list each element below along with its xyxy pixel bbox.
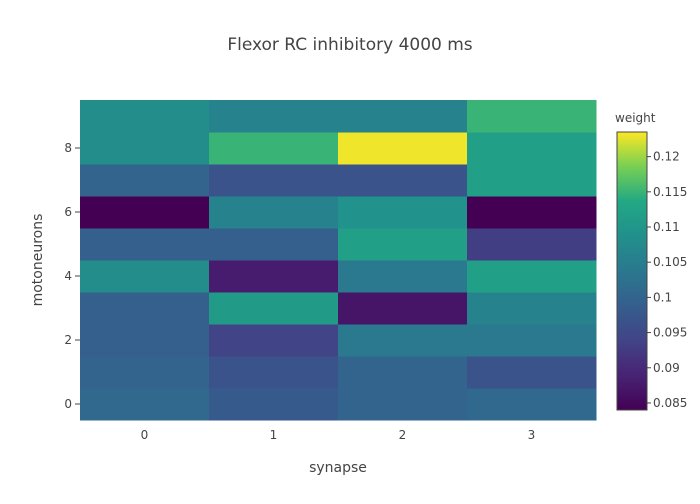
colorbar-tick-label: 0.095 <box>653 326 687 340</box>
heatmap-cell <box>338 324 468 357</box>
heatmap-cell <box>209 292 339 325</box>
heatmap-cell <box>467 388 597 421</box>
heatmap-cell <box>80 324 210 357</box>
heatmap-cell <box>80 388 210 421</box>
y-tick-label: 4 <box>64 269 72 283</box>
heatmap-cell <box>209 324 339 357</box>
heatmap-cell <box>80 292 210 325</box>
y-axis-ticks: 0 2 4 6 8 <box>64 141 80 411</box>
x-tick-label: 3 <box>528 428 536 442</box>
heatmap-cell <box>338 132 468 165</box>
heatmap-cell <box>80 132 210 165</box>
heatmap-cell <box>209 164 339 197</box>
heatmap-cell <box>467 260 597 293</box>
colorbar-gradient <box>616 131 648 411</box>
colorbar-tick-label: 0.115 <box>653 185 687 199</box>
heatmap-cell <box>80 100 210 133</box>
colorbar-tick-label: 0.1 <box>653 290 672 304</box>
x-tick-label: 2 <box>399 428 407 442</box>
heatmap-cell <box>209 356 339 389</box>
colorbar-tick-label: 0.11 <box>653 220 680 234</box>
y-tick-label: 2 <box>64 333 72 347</box>
y-axis-label: motoneurons <box>30 214 46 307</box>
heatmap-cell <box>338 228 468 261</box>
colorbar-tick-label: 0.105 <box>653 255 687 269</box>
heatmap-cell <box>209 196 339 229</box>
heatmap-cell <box>338 388 468 421</box>
x-axis-label: synapse <box>309 460 367 476</box>
heatmap-cell <box>209 100 339 133</box>
heatmap-cell <box>467 324 597 357</box>
heatmap-cell <box>209 228 339 261</box>
chart-title: Flexor RC inhibitory 4000 ms <box>227 35 472 55</box>
heatmap-cell <box>338 196 468 229</box>
colorbar-ticks: 0.085 0.09 0.095 0.1 0.105 0.11 0.115 0.12 <box>647 150 687 410</box>
colorbar-tick-label: 0.09 <box>653 361 680 375</box>
heatmap-cell <box>338 292 468 325</box>
colorbar-tick-label: 0.085 <box>653 396 687 410</box>
heatmap-cell <box>338 164 468 197</box>
heatmap-cell <box>338 260 468 293</box>
heatmap-cell <box>80 260 210 293</box>
heatmap-cell <box>80 228 210 261</box>
x-axis-ticks: 0 1 2 3 <box>141 428 536 442</box>
heatmap-cell <box>467 132 597 165</box>
heatmap-cell <box>467 356 597 389</box>
heatmap-cell <box>467 292 597 325</box>
heatmap-cell <box>209 388 339 421</box>
heatmap-cell <box>80 196 210 229</box>
heatmap-cell <box>209 260 339 293</box>
heatmap-cell <box>467 228 597 261</box>
heatmap-cell <box>338 100 468 133</box>
y-tick-label: 0 <box>64 397 72 411</box>
heatmap-cell <box>80 164 210 197</box>
colorbar: weight 0.0850.090.0950.10.1050.110.1150.… <box>615 111 687 411</box>
x-tick-label: 0 <box>141 428 149 442</box>
colorbar-tick-label: 0.12 <box>653 150 680 164</box>
heatmap-cells <box>80 100 597 421</box>
heatmap-cell <box>80 356 210 389</box>
y-tick-label: 6 <box>64 205 72 219</box>
heatmap-cell <box>467 164 597 197</box>
heatmap-cell <box>467 196 597 229</box>
heatmap-cell <box>338 356 468 389</box>
heatmap-cell <box>209 132 339 165</box>
colorbar-title: weight <box>615 111 656 125</box>
heatmap-cell <box>467 100 597 133</box>
x-tick-label: 1 <box>270 428 278 442</box>
y-tick-label: 8 <box>64 141 72 155</box>
